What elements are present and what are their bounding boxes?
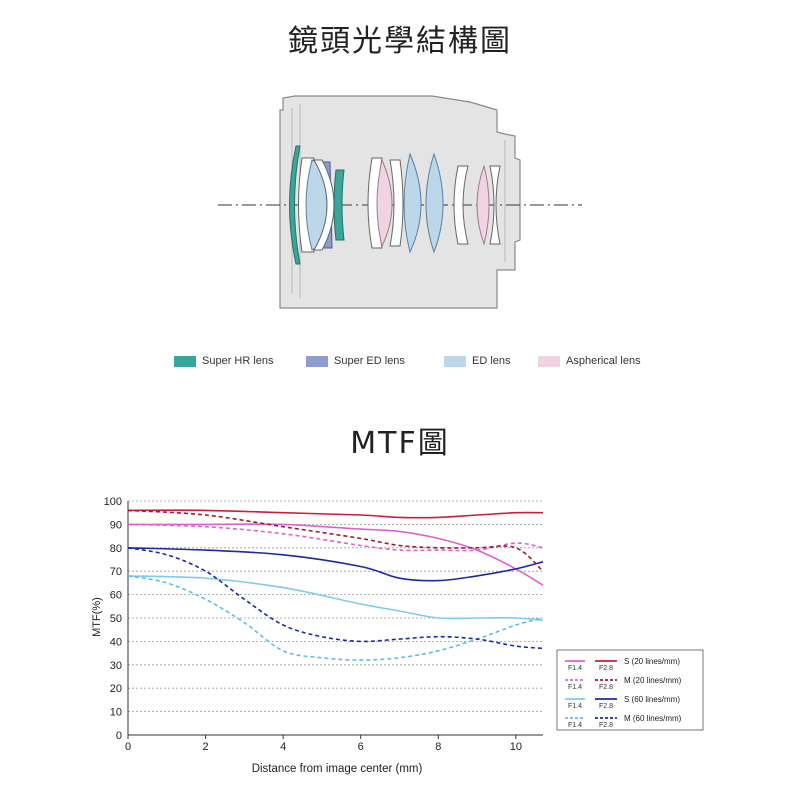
super-hr-swatch [174, 355, 196, 367]
x-tick-label: 0 [125, 741, 131, 753]
y-tick-label: 70 [110, 566, 122, 578]
lens-diagram-title: 鏡頭光學結構圖 [288, 24, 512, 59]
super-ed-swatch [306, 355, 328, 367]
y-tick-label: 40 [110, 636, 122, 648]
aspherical-lens-1 [376, 158, 393, 248]
lens-element-12 [453, 165, 469, 245]
grid-layer [128, 500, 543, 713]
legend-series-label: M (60 lines/mm) [624, 714, 682, 723]
x-tick-label: 10 [510, 741, 522, 753]
lens-legend: Super HR lens Super ED lens ED lens Asph… [0, 355, 800, 373]
mtf-legend: F1.4 F2.8 S (20 lines/mm) F1.4 F2.8 M (20 lin… [556, 649, 704, 731]
legend-series-label: S (20 lines/mm) [624, 657, 680, 666]
x-tick-label: 8 [435, 741, 441, 753]
legend-aperture-left: F1.4 [568, 665, 582, 672]
legend-item-super-hr: Super HR lens [174, 355, 274, 367]
y-tick-label: 50 [110, 613, 122, 625]
lens-element-9 [389, 159, 404, 247]
ed-lens-3 [425, 152, 444, 254]
legend-aperture-right: F2.8 [599, 684, 613, 691]
y-tick-label: 20 [110, 683, 122, 695]
y-axis-label: MTF(%) [91, 597, 103, 637]
aspherical-swatch [538, 355, 560, 367]
legend-box [556, 649, 704, 731]
x-axis-label: Distance from image center (mm) [252, 763, 423, 775]
super-hr-lens-2 [333, 169, 345, 241]
legend-aperture-right: F2.8 [599, 722, 613, 729]
mtf-chart: 0 10 20 30 40 50 60 70 80 90 100 0 2 4 6 8 10 MTF(%) Dis… [91, 496, 704, 775]
lens-element-5 [313, 159, 335, 251]
y-tick-label: 0 [116, 730, 122, 742]
series-line-6 [127, 547, 544, 582]
lens-element-14 [489, 165, 501, 245]
legend-aperture-left: F1.4 [568, 684, 582, 691]
axis-layer: 0 10 20 30 40 50 60 70 80 90 100 0 2 4 6 8 10 [104, 496, 543, 753]
legend-aperture-right: F2.8 [599, 703, 613, 710]
y-tick-label: 10 [110, 707, 122, 719]
x-tick-label: 6 [358, 741, 364, 753]
legend-label: ED lens [472, 355, 511, 367]
legend-item-super-ed: Super ED lens [306, 355, 405, 367]
series-line-1 [127, 523, 544, 552]
legend-aperture-left: F1.4 [568, 722, 582, 729]
x-tick-label: 4 [280, 741, 286, 753]
legend-series-label: S (60 lines/mm) [624, 695, 680, 704]
super-hr-lens-1 [289, 145, 301, 265]
series-line-7 [127, 547, 544, 650]
series-line-0 [127, 523, 544, 586]
aspherical-lens-2 [476, 164, 490, 246]
mtf-chart-title: MTF圖 [350, 426, 450, 461]
legend-aperture-left: F1.4 [568, 703, 582, 710]
legend-label: Super ED lens [334, 355, 405, 367]
series-line-4 [127, 575, 544, 622]
ed-swatch [444, 355, 466, 367]
series-line-2 [127, 509, 544, 519]
series-layer [127, 509, 544, 661]
legend-label: Super HR lens [202, 355, 274, 367]
y-tick-label: 90 [110, 519, 122, 531]
legend-item-aspherical: Aspherical lens [538, 355, 641, 367]
legend-item-ed: ED lens [444, 355, 511, 367]
legend-series-label: M (20 lines/mm) [624, 676, 682, 685]
y-tick-label: 100 [104, 496, 122, 508]
x-tick-label: 2 [203, 741, 209, 753]
ed-lens-2 [403, 152, 422, 254]
series-line-5 [127, 575, 544, 661]
lens-optical-diagram [218, 95, 582, 309]
legend-aperture-right: F2.8 [599, 665, 613, 672]
legend-label: Aspherical lens [566, 355, 641, 367]
y-tick-label: 80 [110, 543, 122, 555]
series-line-3 [127, 509, 544, 572]
y-tick-label: 30 [110, 660, 122, 672]
y-tick-label: 60 [110, 590, 122, 602]
